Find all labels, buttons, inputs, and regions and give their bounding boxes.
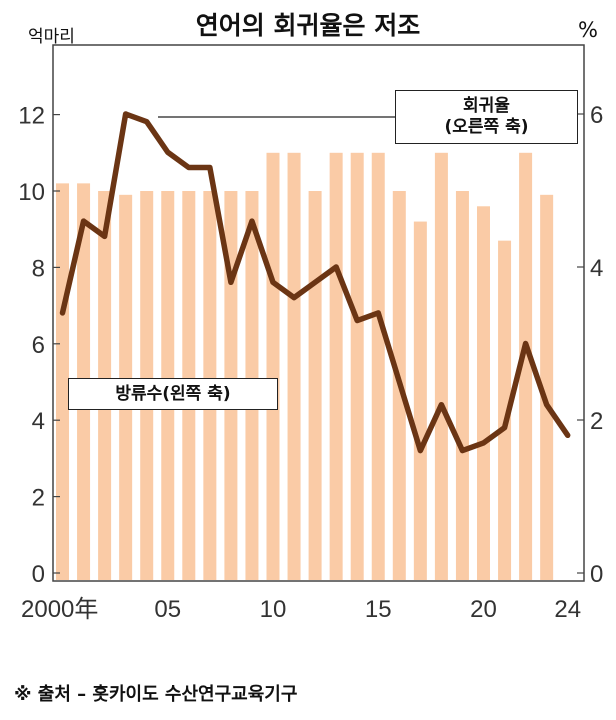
left-tick-label-12: 12 — [18, 103, 45, 130]
left-tick-label-2: 2 — [32, 485, 45, 512]
chart-title: 연어의 회귀율은 저조 — [195, 11, 421, 40]
return-rate-callout-line1: 회귀율 — [463, 96, 510, 116]
x-tick-label-05: 05 — [154, 596, 181, 623]
release-bar-2018 — [434, 152, 448, 581]
left-tick-label-10: 10 — [18, 179, 45, 206]
plot-frame — [52, 44, 585, 582]
right-tick-label-0: 0 — [590, 561, 603, 588]
left-axis-unit: 억마리 — [28, 27, 75, 47]
right-tick-label-4: 4 — [590, 255, 603, 282]
x-tick-label-10: 10 — [260, 596, 287, 623]
release-bar-2011 — [287, 152, 301, 581]
release-count-callout: 방류수(왼쪽 축) — [68, 378, 278, 410]
right-tick-label-2: 2 — [590, 408, 603, 435]
return-rate-callout: 회귀율 (오른쪽 축) — [395, 90, 578, 144]
left-tick-label-6: 6 — [32, 332, 45, 359]
release-bar-2014 — [350, 152, 364, 581]
release-bar-2023 — [540, 194, 554, 580]
release-bar-2017 — [413, 221, 427, 580]
x-tick-label-24: 24 — [554, 596, 581, 623]
right-tick-label-6: 6 — [590, 102, 603, 129]
return-rate-callout-line2: (오른쪽 축) — [444, 117, 529, 137]
release-bar-2015 — [371, 152, 385, 581]
left-tick-label-8: 8 — [32, 255, 45, 282]
release-bar-2021 — [498, 240, 512, 580]
x-tick-label-20: 20 — [470, 596, 497, 623]
release-bar-2019 — [455, 191, 469, 580]
release-bar-2022 — [519, 152, 533, 581]
x-tick-label-15: 15 — [365, 596, 392, 623]
left-tick-label-4: 4 — [32, 408, 45, 435]
left-tick-label-0: 0 — [32, 561, 45, 588]
release-bar-2013 — [329, 152, 343, 581]
release-bar-2010 — [266, 152, 280, 581]
right-axis-unit: % — [578, 18, 598, 42]
x-tick-label-2000年: 2000年 — [21, 596, 98, 623]
release-bar-2020 — [477, 206, 490, 580]
release-bar-2012 — [308, 191, 322, 580]
source-note: ※ 출처 – 홋카이도 수산연구교육기구 — [14, 684, 298, 705]
release-bar-2000 — [56, 183, 69, 581]
